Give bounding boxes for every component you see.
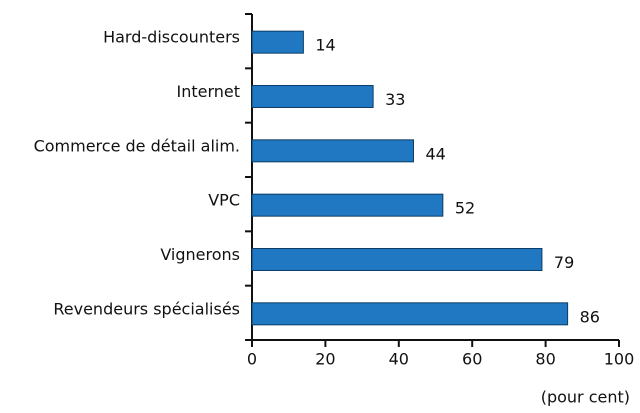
bar (251, 193, 444, 217)
x-tick-label: 20 (315, 350, 335, 369)
data-label: 52 (455, 199, 475, 218)
x-axis-label: (pour cent) (541, 388, 630, 407)
x-tick-label: 80 (535, 350, 555, 369)
x-tick-label: 40 (389, 350, 409, 369)
x-tick-label: 60 (462, 350, 482, 369)
y-tick-label: Internet (176, 82, 240, 101)
data-label: 14 (315, 36, 335, 55)
bar (251, 248, 543, 271)
y-tick-label: Commerce de détail alim. (34, 136, 240, 155)
y-tick-label: Vignerons (160, 245, 240, 264)
data-label: 33 (385, 90, 405, 109)
y-tick-label: Hard-discounters (103, 28, 240, 47)
y-tick-label: Revendeurs spécialisés (53, 299, 240, 318)
data-label: 44 (425, 144, 445, 163)
bar (251, 139, 414, 163)
x-tick-label: 100 (604, 350, 635, 369)
data-label: 79 (554, 253, 574, 272)
bar (251, 85, 374, 108)
y-tick-label: VPC (208, 191, 240, 210)
bar (251, 302, 569, 326)
bar (251, 30, 304, 54)
x-tick-label: 0 (247, 350, 257, 369)
data-label: 86 (580, 307, 600, 326)
